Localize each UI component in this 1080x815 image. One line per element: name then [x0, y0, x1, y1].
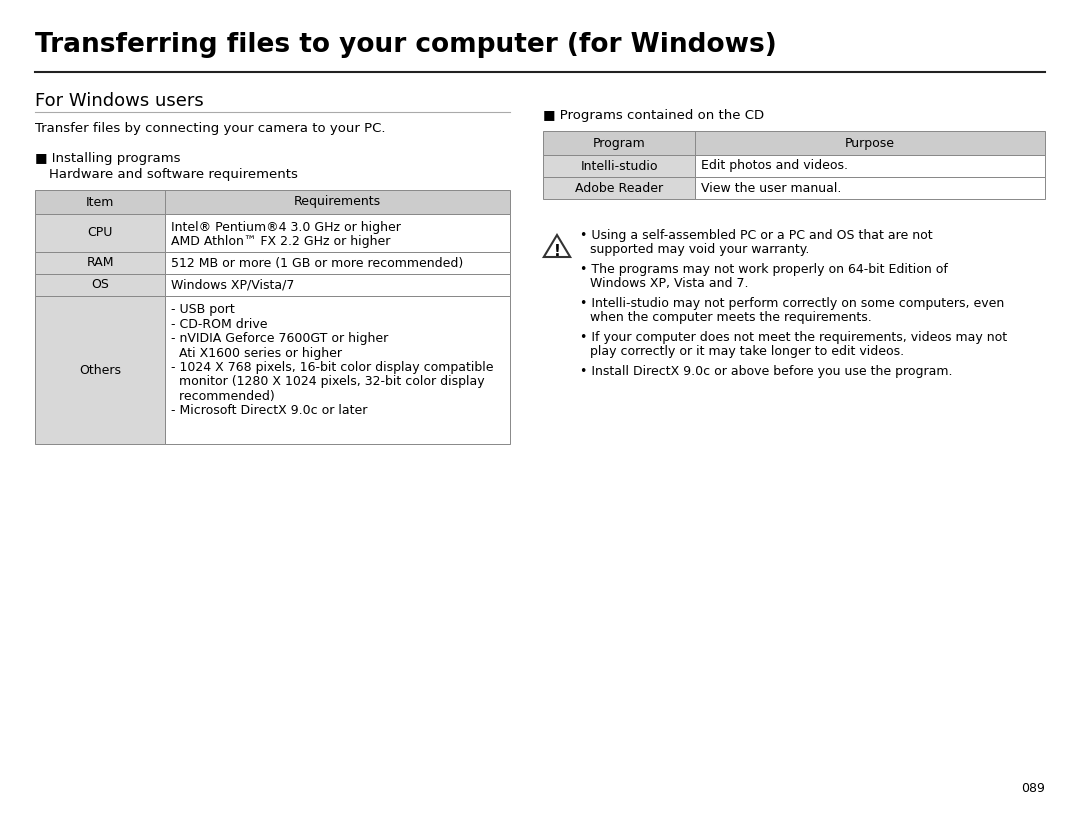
Bar: [696, 155, 1045, 177]
Text: View the user manual.: View the user manual.: [701, 182, 841, 195]
Text: 089: 089: [1021, 782, 1045, 795]
Text: 512 MB or more (1 GB or more recommended): 512 MB or more (1 GB or more recommended…: [171, 257, 463, 270]
Text: !: !: [554, 244, 561, 259]
Text: OS: OS: [91, 279, 109, 292]
Bar: [35, 296, 165, 444]
Text: Transferring files to your computer (for Windows): Transferring files to your computer (for…: [35, 32, 777, 58]
Bar: [35, 274, 165, 296]
Bar: [165, 252, 510, 274]
Bar: [543, 155, 696, 177]
Text: Intelli-studio: Intelli-studio: [580, 160, 658, 173]
Text: • Install DirectX 9.0c or above before you use the program.: • Install DirectX 9.0c or above before y…: [580, 365, 953, 378]
Text: • The programs may not work properly on 64-bit Edition of: • The programs may not work properly on …: [580, 263, 948, 276]
Text: Windows XP/Vista/7: Windows XP/Vista/7: [171, 279, 295, 292]
Text: • Using a self-assembled PC or a PC and OS that are not: • Using a self-assembled PC or a PC and …: [580, 229, 933, 242]
Bar: [165, 274, 510, 296]
Bar: [35, 214, 165, 252]
Text: Requirements: Requirements: [294, 196, 381, 209]
Text: AMD Athlon™ FX 2.2 GHz or higher: AMD Athlon™ FX 2.2 GHz or higher: [171, 236, 390, 249]
Text: - Microsoft DirectX 9.0c or later: - Microsoft DirectX 9.0c or later: [171, 404, 367, 417]
Text: Edit photos and videos.: Edit photos and videos.: [701, 160, 848, 173]
Text: Windows XP, Vista and 7.: Windows XP, Vista and 7.: [590, 276, 748, 289]
Text: - USB port: - USB port: [171, 303, 234, 316]
Text: - nVIDIA Geforce 7600GT or higher: - nVIDIA Geforce 7600GT or higher: [171, 332, 388, 345]
Text: • Intelli-studio may not perform correctly on some computers, even: • Intelli-studio may not perform correct…: [580, 297, 1004, 310]
Polygon shape: [544, 235, 570, 257]
Text: monitor (1280 X 1024 pixels, 32-bit color display: monitor (1280 X 1024 pixels, 32-bit colo…: [171, 376, 485, 389]
Text: Hardware and software requirements: Hardware and software requirements: [49, 168, 298, 181]
Text: Others: Others: [79, 363, 121, 377]
Text: Adobe Reader: Adobe Reader: [575, 182, 663, 195]
Text: recommended): recommended): [171, 390, 274, 403]
Text: CPU: CPU: [87, 227, 112, 240]
Bar: [35, 190, 510, 214]
Text: • If your computer does not meet the requirements, videos may not: • If your computer does not meet the req…: [580, 331, 1008, 344]
Bar: [543, 177, 696, 199]
Bar: [543, 131, 1045, 155]
Text: play correctly or it may take longer to edit videos.: play correctly or it may take longer to …: [590, 345, 904, 358]
Text: Purpose: Purpose: [845, 136, 895, 149]
Bar: [35, 252, 165, 274]
Text: Transfer files by connecting your camera to your PC.: Transfer files by connecting your camera…: [35, 122, 386, 135]
Text: supported may void your warranty.: supported may void your warranty.: [590, 243, 809, 255]
Text: ■ Installing programs: ■ Installing programs: [35, 152, 180, 165]
Bar: [165, 296, 510, 444]
Text: - 1024 X 768 pixels, 16-bit color display compatible: - 1024 X 768 pixels, 16-bit color displa…: [171, 361, 494, 374]
Bar: [696, 177, 1045, 199]
Text: Item: Item: [85, 196, 114, 209]
Bar: [165, 214, 510, 252]
Text: Intel® Pentium®4 3.0 GHz or higher: Intel® Pentium®4 3.0 GHz or higher: [171, 221, 401, 234]
Text: when the computer meets the requirements.: when the computer meets the requirements…: [590, 311, 872, 324]
Text: ■ Programs contained on the CD: ■ Programs contained on the CD: [543, 109, 765, 122]
Text: Program: Program: [593, 136, 646, 149]
Text: Ati X1600 series or higher: Ati X1600 series or higher: [171, 346, 342, 359]
Text: RAM: RAM: [86, 257, 113, 270]
Text: For Windows users: For Windows users: [35, 92, 204, 110]
Text: - CD-ROM drive: - CD-ROM drive: [171, 318, 268, 331]
